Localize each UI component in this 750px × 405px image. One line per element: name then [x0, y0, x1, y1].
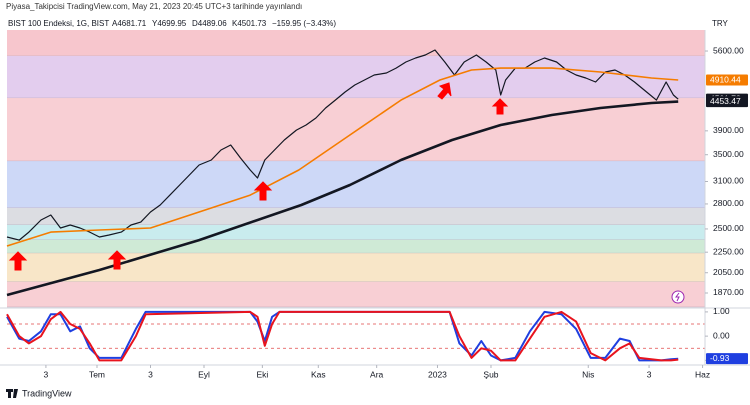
axes: 5600.00 3900.00 3500.00 3100.00 2800.00 2500.… — [44, 45, 748, 379]
last-value-label: -0.93 — [710, 353, 730, 363]
change: −159.95 (−3.43%) — [272, 19, 336, 28]
plot — [6, 49, 705, 362]
series-line — [6, 100, 679, 297]
zone — [7, 224, 705, 240]
ohlc-close: K4501.73 — [232, 19, 267, 28]
x-tick-label: Tem — [89, 369, 105, 379]
x-tick-label: Eyl — [198, 369, 210, 379]
arrow — [8, 251, 28, 271]
x-tick-label: 3 — [148, 369, 153, 379]
last-value-label: 4453.47 — [710, 96, 741, 106]
series-line — [6, 310, 679, 362]
x-tick-label: Eki — [256, 369, 268, 379]
x-tick-label: 3 — [44, 369, 49, 379]
x-tick-label: Kas — [311, 369, 326, 379]
footer: TradingView — [22, 388, 72, 398]
last-value-box — [706, 96, 748, 108]
ohlc-open: A4681.71 — [112, 19, 147, 28]
currency: TRY — [712, 19, 729, 28]
x-tick-label: Ara — [370, 369, 384, 379]
y-tick-label: 1.00 — [713, 306, 730, 316]
y-tick-label: 3500.00 — [713, 149, 744, 159]
ohlc-high: Y4699.95 — [152, 19, 187, 28]
zone — [7, 30, 705, 57]
y-tick-label: 2050.00 — [713, 267, 744, 277]
arrow — [107, 250, 127, 270]
y-tick-label: 3900.00 — [713, 125, 744, 135]
y-tick-label: 2500.00 — [713, 223, 744, 233]
x-tick-label: 3 — [647, 369, 652, 379]
y-tick-label: 5600.00 — [713, 45, 744, 55]
last-value-box — [706, 353, 748, 365]
tv-logo — [6, 389, 18, 398]
last-value-label: 4910.44 — [710, 74, 741, 84]
y-tick-label: 2250.00 — [713, 246, 744, 256]
ohlc-low: D4489.06 — [192, 19, 227, 28]
x-tick-label: 2023 — [428, 369, 447, 379]
arrows — [8, 82, 509, 271]
zone — [7, 56, 705, 99]
series-line — [6, 67, 679, 247]
zone — [7, 161, 705, 208]
symbol: BIST 100 Endeksi, 1G, BIST — [8, 19, 109, 28]
arrow — [491, 98, 509, 115]
zones — [7, 30, 705, 308]
alert-icon-bolt — [675, 292, 680, 302]
y-tick-label: 1870.00 — [713, 287, 744, 297]
last-value-box — [706, 74, 748, 86]
arrow — [437, 82, 452, 100]
arrow — [253, 181, 273, 201]
x-tick-label: Haz — [695, 369, 710, 379]
x-tick-label: Nis — [582, 369, 594, 379]
published-note: Piyasa_Takipcisi TradingView.com, May 21… — [6, 2, 302, 11]
zone — [7, 207, 705, 225]
zone — [7, 281, 705, 307]
y-tick-label: 2800.00 — [713, 198, 744, 208]
y-tick-label: 0.00 — [713, 330, 730, 340]
x-tick-label: Şub — [483, 369, 498, 379]
zone — [7, 239, 705, 254]
y-tick-label: 3100.00 — [713, 176, 744, 186]
